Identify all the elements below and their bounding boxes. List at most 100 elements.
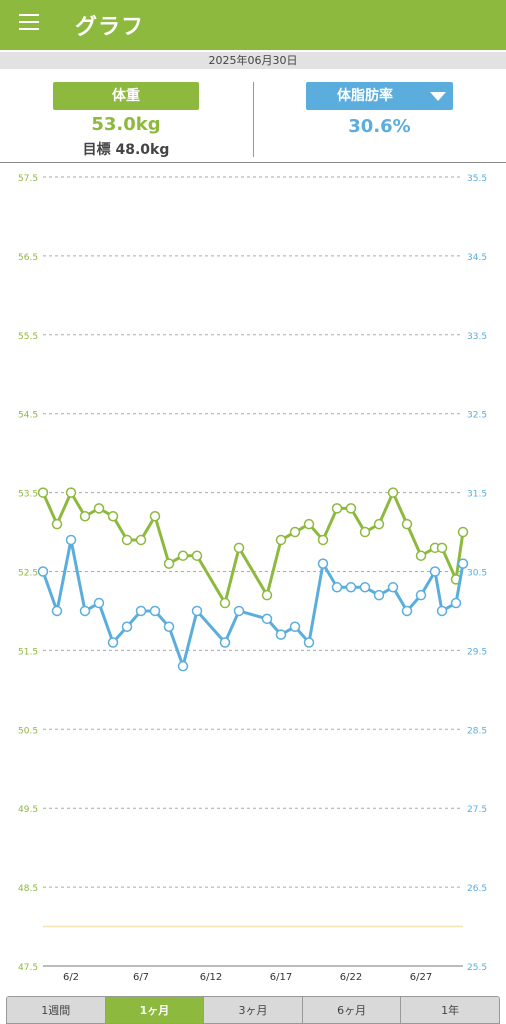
hamburger-menu-icon[interactable] xyxy=(19,14,39,30)
fat-badge-label: 体脂肪率 xyxy=(337,88,393,104)
data-point xyxy=(317,558,329,569)
y-right-tick-label: 25.5 xyxy=(467,963,487,973)
fat-value: 30.6% xyxy=(348,116,411,137)
data-point xyxy=(436,605,448,617)
tab-2[interactable]: 3ヶ月 xyxy=(204,997,303,1023)
data-point xyxy=(135,605,147,617)
data-point xyxy=(331,582,343,593)
y-right-tick-label: 33.5 xyxy=(467,332,487,342)
data-point xyxy=(415,550,427,561)
data-point xyxy=(191,605,203,617)
data-point xyxy=(121,621,133,632)
y-left-tick-label: 55.5 xyxy=(18,332,38,342)
x-tick-label: 6/27 xyxy=(410,972,432,983)
tab-1[interactable]: 1ヶ月 xyxy=(105,997,205,1023)
data-point xyxy=(450,597,462,609)
data-point xyxy=(93,503,105,514)
data-point xyxy=(429,566,441,577)
y-right-tick-label: 34.5 xyxy=(467,253,487,263)
weight-badge[interactable]: 体重 xyxy=(53,82,199,110)
y-right-tick-label: 27.5 xyxy=(467,805,487,815)
y-right-tick-label: 30.5 xyxy=(467,569,487,579)
data-point xyxy=(345,582,357,593)
data-point xyxy=(191,550,203,561)
data-point xyxy=(135,534,147,546)
y-left-tick-label: 53.5 xyxy=(18,490,38,500)
y-left-tick-label: 51.5 xyxy=(18,647,38,657)
data-point xyxy=(401,518,413,530)
data-point xyxy=(177,660,189,672)
data-point xyxy=(261,589,273,601)
data-point xyxy=(219,637,231,648)
fat-dropdown-button[interactable]: 体脂肪率 xyxy=(306,82,453,110)
x-tick-label: 6/22 xyxy=(340,972,362,983)
data-point xyxy=(37,566,49,577)
y-left-tick-label: 47.5 xyxy=(18,963,38,973)
y-right-tick-label: 29.5 xyxy=(467,647,487,657)
y-left-tick-label: 52.5 xyxy=(18,569,38,579)
tab-4[interactable]: 1年 xyxy=(401,997,499,1023)
data-point xyxy=(457,526,469,538)
weight-target: 目標 48.0kg xyxy=(82,142,170,158)
data-point xyxy=(121,534,133,546)
data-point xyxy=(65,487,77,498)
weight-fat-chart: 47.5 25.5 48.5 26.5 49.5 27.5 50.5 28.5 51.5 29.5… xyxy=(18,174,487,983)
data-point xyxy=(436,542,448,554)
x-tick-label: 6/17 xyxy=(270,972,292,983)
data-point xyxy=(359,526,371,538)
data-point xyxy=(233,542,245,554)
data-point xyxy=(79,511,91,522)
summary-panel: 体重 53.0kg 目標 48.0kg 体脂肪率 30.6% xyxy=(0,70,506,163)
data-point xyxy=(275,534,287,546)
tab-0[interactable]: 1週間 xyxy=(7,997,106,1023)
data-point xyxy=(345,503,357,514)
data-point xyxy=(149,511,161,522)
triangle-down-icon xyxy=(430,92,446,101)
app-bar: グラフ xyxy=(0,0,506,50)
y-left-tick-label: 49.5 xyxy=(18,805,38,815)
data-point xyxy=(107,637,119,648)
y-left-tick-label: 54.5 xyxy=(18,411,38,421)
data-point xyxy=(37,487,49,498)
tab-3[interactable]: 6ヶ月 xyxy=(302,997,402,1023)
x-tick-label: 6/2 xyxy=(63,972,79,983)
page-title: グラフ xyxy=(75,15,145,40)
data-point xyxy=(387,582,399,593)
date-label: 2025年06月30日 xyxy=(0,52,506,69)
data-point xyxy=(373,589,385,601)
data-point xyxy=(149,605,161,617)
y-right-tick-label: 32.5 xyxy=(467,411,487,421)
data-point xyxy=(303,637,315,648)
data-point xyxy=(359,582,371,593)
data-point xyxy=(331,503,343,514)
y-right-tick-label: 31.5 xyxy=(467,490,487,500)
data-point xyxy=(289,526,301,538)
data-point xyxy=(457,558,469,569)
data-point xyxy=(51,605,63,617)
data-point xyxy=(65,534,77,546)
data-point xyxy=(177,550,189,561)
data-point xyxy=(275,629,287,640)
data-point xyxy=(261,613,273,625)
data-point xyxy=(107,511,119,522)
y-left-tick-label: 50.5 xyxy=(18,726,38,736)
y-right-tick-label: 26.5 xyxy=(467,884,487,894)
data-point xyxy=(93,597,105,609)
data-point xyxy=(163,621,175,632)
y-left-tick-label: 48.5 xyxy=(18,884,38,894)
divider xyxy=(253,82,254,157)
data-point xyxy=(163,558,175,569)
data-point xyxy=(79,605,91,617)
y-right-tick-label: 28.5 xyxy=(467,726,487,736)
series-line-0 xyxy=(41,491,465,605)
data-point xyxy=(289,621,301,632)
data-point xyxy=(401,605,413,617)
weight-value: 53.0kg xyxy=(91,114,161,135)
data-point xyxy=(233,605,245,617)
data-point xyxy=(317,534,329,546)
data-point xyxy=(51,518,63,530)
series-line-1 xyxy=(41,538,465,668)
data-point xyxy=(387,487,399,498)
x-tick-label: 6/7 xyxy=(133,972,149,983)
data-point xyxy=(373,518,385,530)
